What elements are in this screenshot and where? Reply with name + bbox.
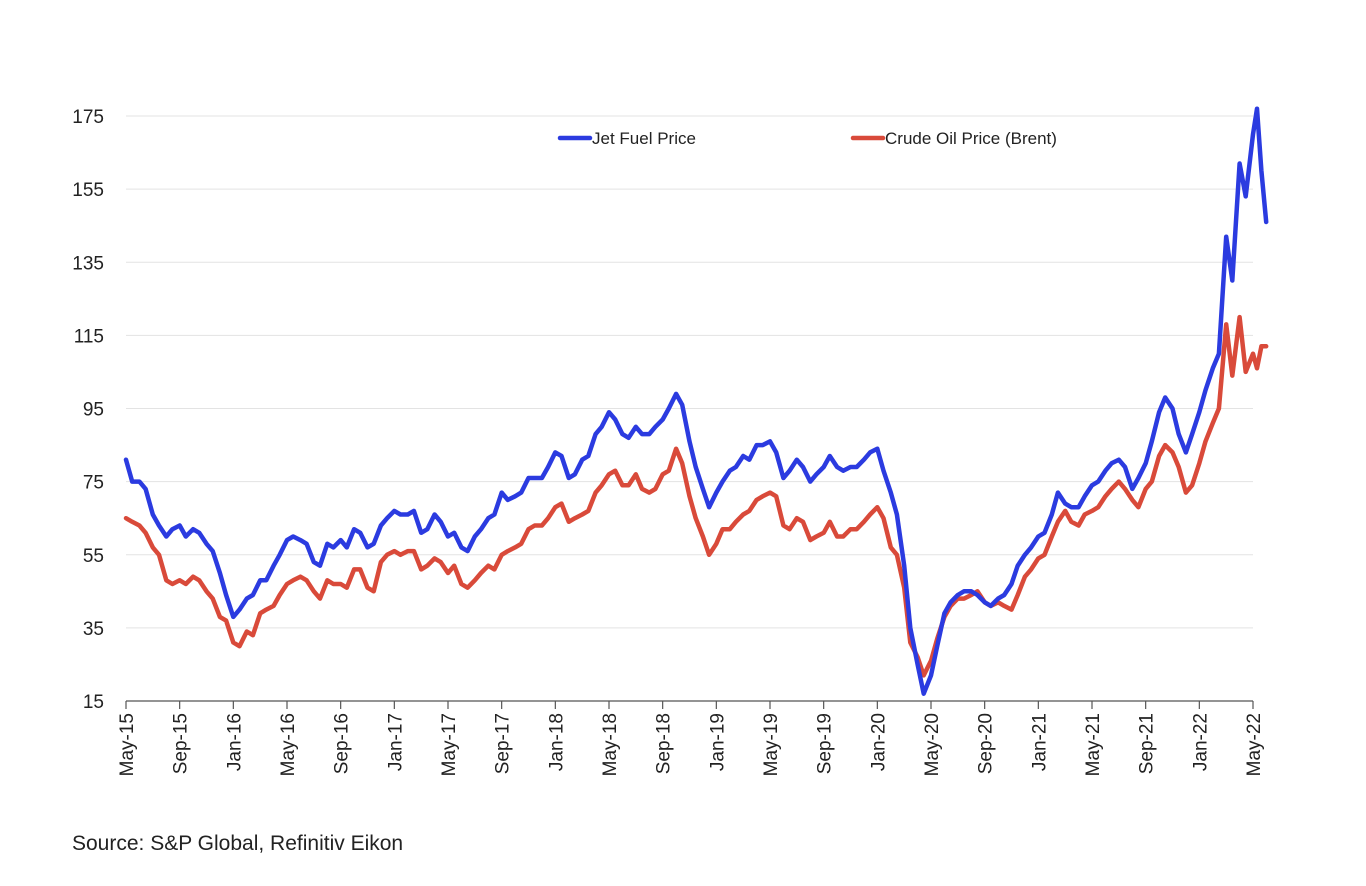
x-tick-label: Sep-19 (815, 713, 836, 774)
x-tick-label: Jan-16 (224, 713, 245, 771)
x-tick-label: May-19 (761, 713, 782, 776)
x-tick-label: Jan-17 (385, 713, 406, 771)
x-axis: May-15 Sep-15 Jan-16 May-16 Sep-16 Jan-17 May-… (117, 700, 1265, 776)
y-tick-label: 15 (83, 692, 104, 713)
x-tick-label: Sep-20 (976, 713, 997, 774)
x-tick-label: May-20 (922, 713, 943, 776)
series-line (123, 106, 1269, 696)
series-lines (123, 106, 1269, 696)
legend-label: Jet Fuel Price (592, 129, 696, 148)
x-tick-label: Sep-15 (171, 713, 192, 774)
y-tick-label: 95 (83, 400, 104, 421)
y-tick-label: 175 (72, 107, 104, 128)
x-tick-label: May-21 (1083, 713, 1104, 776)
x-tick-label: Sep-21 (1137, 713, 1158, 774)
x-tick-label: Sep-16 (332, 713, 353, 774)
x-tick-label: Sep-18 (654, 713, 675, 774)
x-tick-label: Jan-19 (707, 713, 728, 771)
x-tick-label: Jan-22 (1190, 713, 1211, 771)
y-tick-label: 155 (72, 180, 104, 201)
x-tick-label: May-15 (117, 713, 138, 776)
y-tick-label: 135 (72, 253, 104, 274)
y-tick-label: 75 (83, 473, 104, 494)
x-tick-label: May-16 (278, 713, 299, 776)
x-tick-label: Jan-18 (546, 713, 567, 771)
x-tick-label: May-17 (439, 713, 460, 776)
x-tick-label: Jan-21 (1029, 713, 1050, 771)
source-note: Source: S&P Global, Refinitiv Eikon (72, 832, 404, 855)
y-tick-label: 115 (74, 326, 104, 347)
y-tick-label: 55 (83, 546, 104, 567)
gridlines (126, 115, 1253, 629)
x-tick-label: May-22 (1244, 713, 1265, 776)
y-axis-ticks: 15 35 55 75 95 115 135 155 175 (72, 107, 104, 713)
series-line (123, 314, 1269, 678)
y-tick-label: 35 (83, 619, 104, 640)
legend: Jet Fuel Price Crude Oil Price (Brent) (557, 129, 1057, 148)
x-tick-label: May-18 (600, 713, 621, 776)
x-tick-label: Sep-17 (493, 713, 514, 774)
x-tick-label: Jan-20 (868, 713, 889, 771)
legend-label: Crude Oil Price (Brent) (885, 129, 1057, 148)
